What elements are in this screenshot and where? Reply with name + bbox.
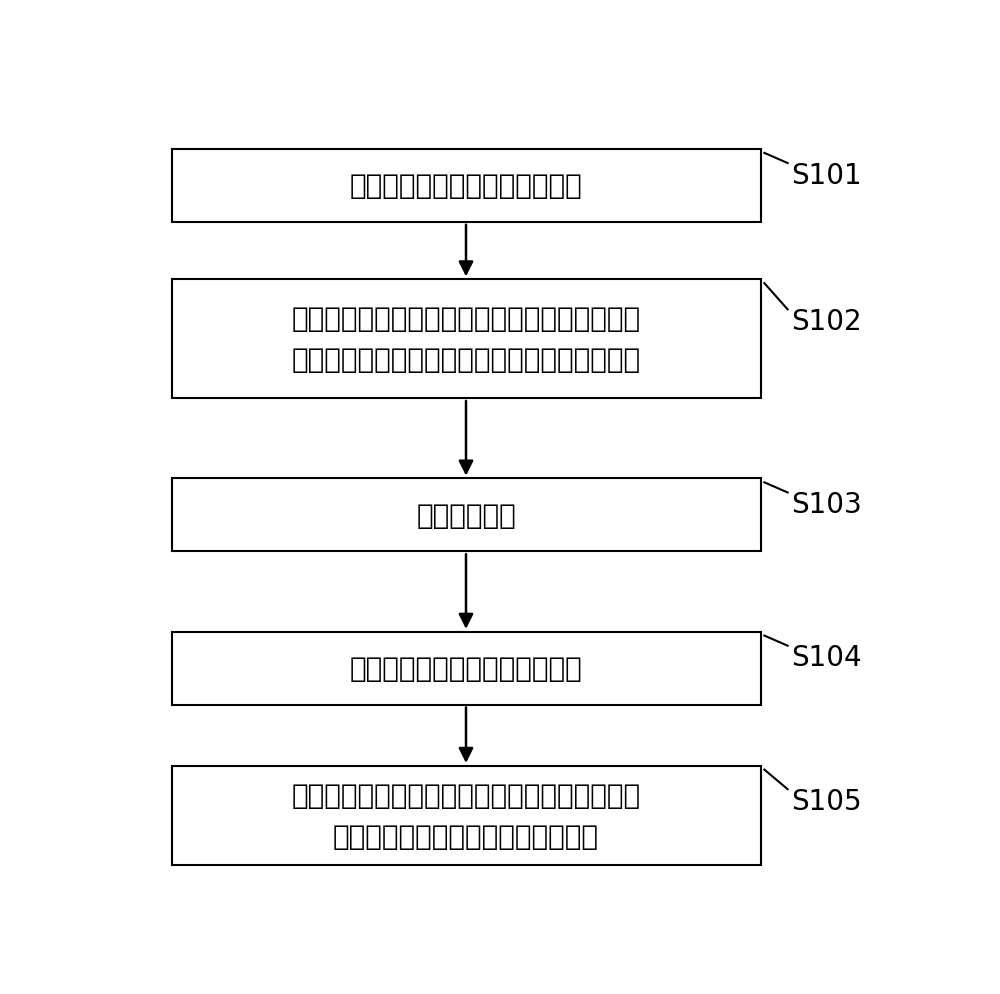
Text: 构建超导量子电路的全电路模型: 构建超导量子电路的全电路模型 — [350, 172, 582, 200]
Text: S104: S104 — [792, 643, 862, 672]
Bar — [172, 766, 761, 866]
Bar — [172, 479, 761, 552]
Text: S102: S102 — [792, 307, 862, 336]
Text: 基于需仿真的目标电路元件的电路参数，选择物
理场并对全电路模型添加物理场边界和端口条件: 基于需仿真的目标电路元件的电路参数，选择物 理场并对全电路模型添加物理场边界和端… — [291, 305, 641, 374]
Text: S105: S105 — [792, 787, 862, 815]
Text: S101: S101 — [792, 161, 862, 189]
Bar — [172, 632, 761, 705]
Text: 从分析结果提取所需电路参数；其中，电路参数
包括电感参数、电容参数和频率参数: 从分析结果提取所需电路参数；其中，电路参数 包括电感参数、电容参数和频率参数 — [291, 781, 641, 850]
Text: 进行网格剖分: 进行网格剖分 — [416, 501, 516, 530]
Bar — [172, 150, 761, 223]
Text: S103: S103 — [792, 490, 862, 519]
Bar — [172, 280, 761, 399]
Text: 执行有限元求解，进行频域分析: 执行有限元求解，进行频域分析 — [350, 654, 582, 683]
